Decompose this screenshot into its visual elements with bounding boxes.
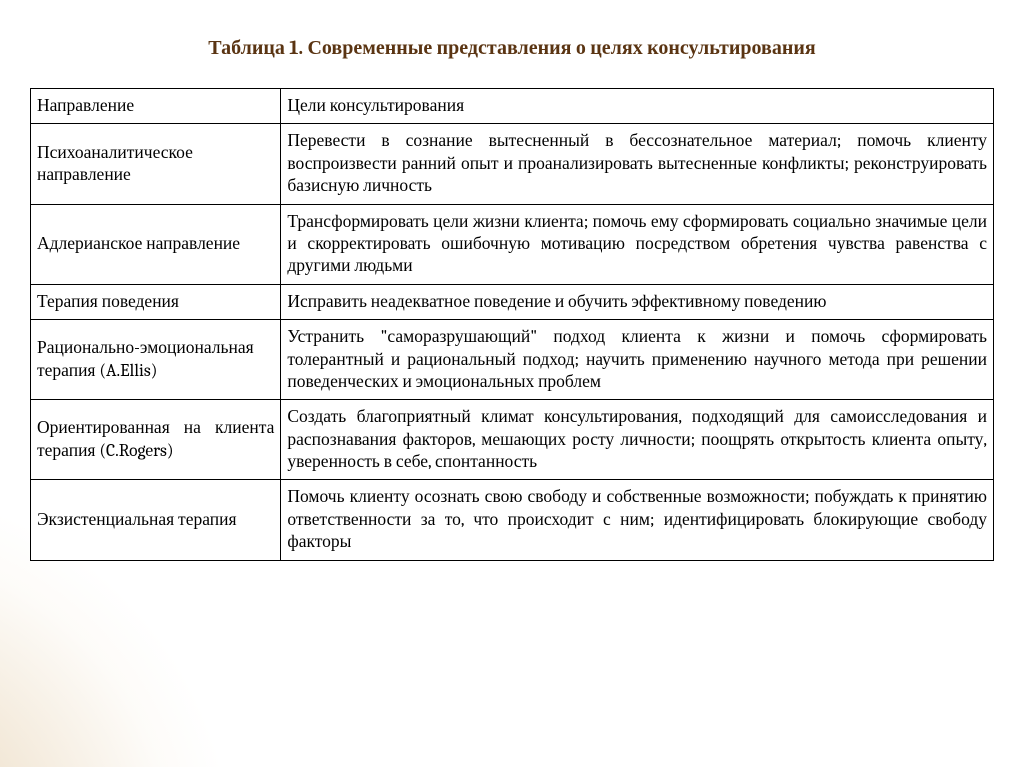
table-title: Таблица 1. Современные представления о ц… xyxy=(0,0,1024,88)
goals-cell: Исправить неадекватное поведение и обучи… xyxy=(281,284,994,319)
direction-cell: Экзистенциальная терапия xyxy=(31,480,281,560)
col-header-direction: Направление xyxy=(31,89,281,124)
goals-cell: Трансформировать цели жизни клиента; пом… xyxy=(281,204,994,284)
goals-cell: Создать благоприятный климат консультиро… xyxy=(281,400,994,480)
table-container: Направление Цели консультирования Психоа… xyxy=(30,88,994,561)
goals-cell: Устранить "саморазрушающий" подход клиен… xyxy=(281,320,994,400)
table-row: Психоаналитическое направление Перевести… xyxy=(31,124,994,204)
table-row: Адлерианское направление Трансформироват… xyxy=(31,204,994,284)
direction-cell: Психоаналитическое направление xyxy=(31,124,281,204)
counseling-goals-table: Направление Цели консультирования Психоа… xyxy=(30,88,994,561)
goals-cell: Перевести в сознание вытесненный в бессо… xyxy=(281,124,994,204)
table-row: Экзистенциальная терапия Помочь клиенту … xyxy=(31,480,994,560)
table-row: Ориентированная на клиента терапия (C.Ro… xyxy=(31,400,994,480)
direction-cell: Терапия поведения xyxy=(31,284,281,319)
table-row: Рационально-эмоциональная терапия (A.Ell… xyxy=(31,320,994,400)
direction-cell: Адлерианское направление xyxy=(31,204,281,284)
col-header-goals: Цели консультирования xyxy=(281,89,994,124)
goals-cell: Помочь клиенту осознать свою свободу и с… xyxy=(281,480,994,560)
direction-cell: Ориентированная на клиента терапия (C.Ro… xyxy=(31,400,281,480)
table-row: Терапия поведения Исправить неадекватное… xyxy=(31,284,994,319)
direction-cell: Рационально-эмоциональная терапия (A.Ell… xyxy=(31,320,281,400)
table-header-row: Направление Цели консультирования xyxy=(31,89,994,124)
